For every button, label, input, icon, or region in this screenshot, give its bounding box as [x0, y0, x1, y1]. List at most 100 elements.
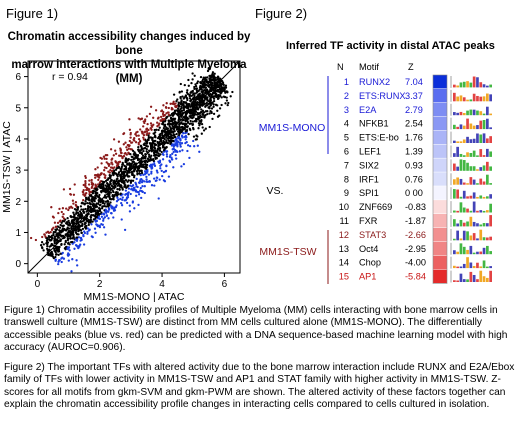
scatter-point: [178, 123, 181, 126]
scatter-point: [55, 253, 58, 256]
scatter-point: [98, 183, 102, 186]
scatter-point: [212, 79, 216, 82]
scatter-point: [181, 95, 184, 98]
tf-z-score: 7.04: [405, 77, 423, 87]
scatter-point: [161, 158, 165, 161]
scatter-point: [210, 111, 213, 115]
scatter-point: [128, 128, 132, 131]
scatter-point: [162, 110, 165, 114]
scatter-point: [218, 107, 222, 110]
scatter-point: [52, 234, 55, 237]
scatter-point: [140, 130, 144, 133]
scatter-point: [46, 237, 49, 240]
scatter-point: [106, 203, 109, 206]
scatter-point: [91, 220, 94, 223]
scatter-point: [180, 90, 184, 93]
scatter-point: [102, 213, 106, 216]
tf-row: 8 IRF1 0.76: [344, 172, 492, 186]
scatter-point: [161, 174, 164, 178]
table-rows: 1 RUNX2 7.04 2 ETS:RUNX 3.37 3 E2A 2.79 4 NFKB1 2.5…: [339, 74, 492, 284]
scatter-point: [137, 190, 140, 194]
scatter-point: [123, 168, 126, 171]
scatter-point: [126, 175, 130, 178]
scatter-point: [98, 176, 101, 179]
scatter-point: [112, 216, 115, 219]
scatter-point: [205, 80, 209, 83]
scatter-point: [91, 192, 95, 195]
scatter-point: [165, 139, 168, 142]
scatter-point: [98, 217, 102, 221]
tf-motif-name: ZNF669: [359, 202, 392, 212]
scatter-point: [177, 135, 180, 139]
scatter-point: [120, 151, 123, 155]
scatter-point: [216, 97, 220, 101]
scatter-point: [135, 131, 138, 134]
scatter-point: [78, 210, 82, 213]
scatter-point: [160, 163, 163, 166]
scatter-point: [190, 111, 193, 114]
scatter-point: [169, 154, 172, 157]
scatter-point: [42, 249, 45, 252]
motif-logo: [450, 187, 492, 200]
scatter-point: [172, 139, 175, 143]
scatter-point: [169, 102, 172, 105]
scatter-point: [115, 200, 119, 203]
scatter-point: [201, 112, 204, 116]
scatter-point: [140, 152, 144, 155]
scatter-point: [83, 230, 86, 233]
scatter-point: [157, 116, 160, 119]
scatter-point: [89, 206, 92, 209]
scatter-point: [190, 105, 193, 108]
scatter-point: [165, 136, 168, 139]
scatter-point: [179, 97, 182, 100]
scatter-point: [171, 152, 174, 155]
col-header-n: N: [337, 62, 344, 72]
scatter-point: [117, 171, 121, 174]
scatter-point: [67, 253, 71, 256]
scatter-point: [160, 129, 164, 133]
scatter-point: [190, 94, 193, 97]
scatter-point: [80, 208, 83, 211]
y-tick-label: 6: [15, 72, 21, 83]
scatter-point: [211, 81, 214, 85]
scatter-point: [95, 223, 98, 226]
scatter-point: [222, 83, 225, 86]
scatter-point: [177, 131, 181, 135]
scatter-point: [84, 180, 87, 183]
correlation-annotation: r = 0.94: [52, 71, 88, 83]
scatter-point: [147, 128, 150, 132]
scatter-point: [48, 236, 51, 239]
scatter-point: [179, 145, 182, 148]
scatter-point: [57, 253, 60, 257]
scatter-point: [136, 157, 140, 161]
scatter-point: [200, 132, 203, 135]
scatter-point: [148, 179, 151, 183]
scatter-point: [208, 112, 211, 115]
scatter-point: [91, 210, 95, 213]
scatter-point: [88, 199, 91, 202]
scatter-point: [220, 96, 223, 99]
scatter-point: [127, 191, 130, 194]
scatter-point: [92, 218, 95, 221]
scatter-point: [152, 132, 155, 135]
scatter-point: [109, 174, 113, 177]
tf-row: 2 ETS:RUNX 3.37: [344, 88, 492, 103]
scatter-point: [112, 209, 116, 212]
scatter-point: [122, 170, 126, 174]
scatter-point: [76, 245, 79, 248]
scatter-point: [69, 192, 72, 196]
scatter-point: [145, 115, 149, 118]
scatter-point: [88, 190, 92, 193]
scatter-point: [131, 200, 135, 203]
scatter-point: [84, 185, 87, 188]
scatter-point: [85, 188, 88, 192]
scatter-point: [197, 112, 200, 116]
scatter-point: [50, 250, 53, 254]
scatter-point: [186, 98, 189, 102]
z-score-heat-cell: [433, 75, 447, 89]
scatter-point: [143, 180, 146, 183]
scatter-point: [77, 229, 80, 233]
scatter-point: [134, 155, 137, 159]
scatter-point: [74, 243, 78, 247]
scatter-point: [107, 200, 110, 203]
